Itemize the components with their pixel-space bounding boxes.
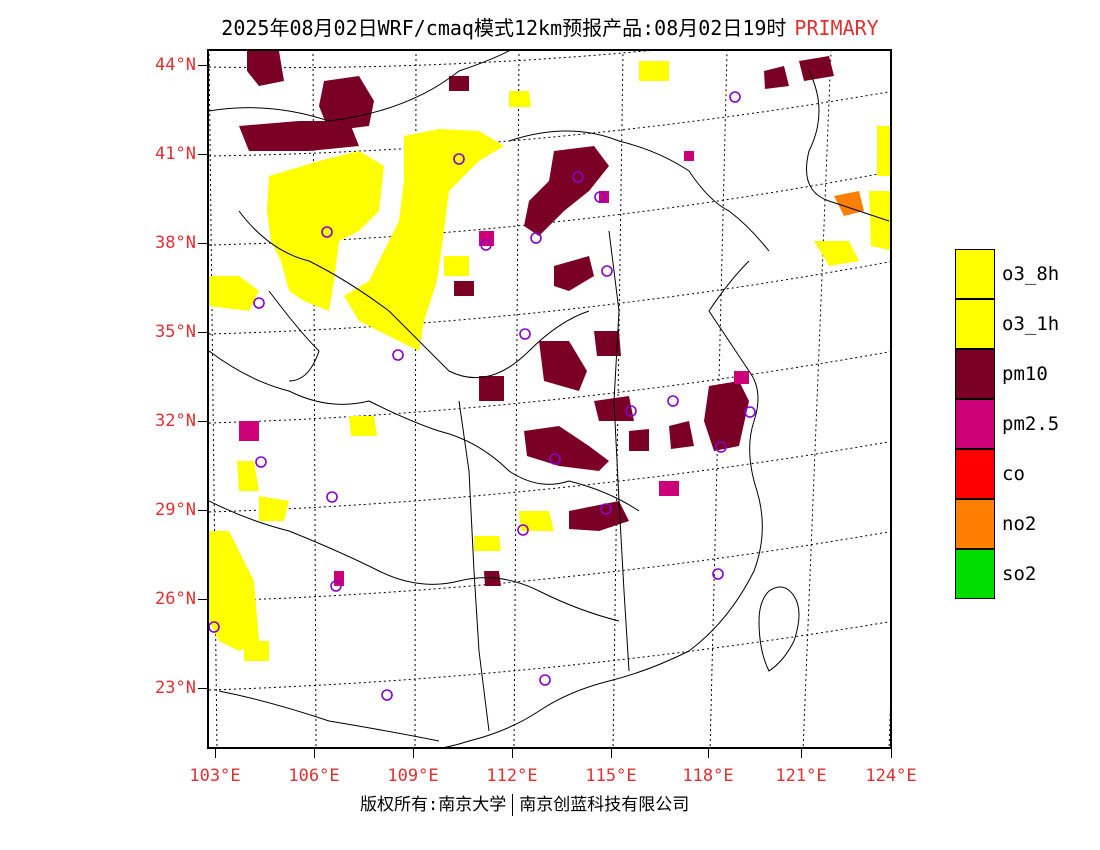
legend-item-co: co (955, 449, 1100, 499)
lat-tick (198, 421, 207, 422)
legend-label: o3_1h (1002, 313, 1060, 335)
footer-left: 版权所有:南京大学 (360, 795, 507, 815)
legend-swatch (955, 349, 995, 399)
map-canvas (209, 51, 890, 747)
site-marker (530, 232, 542, 244)
lon-tick (512, 749, 513, 758)
lat-label-38: 38°N (155, 233, 196, 253)
site-marker (480, 239, 492, 251)
lon-label-118: 118°E (682, 766, 734, 786)
lat-label-35: 35°N (155, 322, 196, 342)
site-marker (729, 91, 741, 103)
site-marker (667, 395, 679, 407)
site-marker (255, 456, 267, 468)
site-marker (715, 441, 727, 453)
lat-tick (198, 599, 207, 600)
lon-tick (413, 749, 414, 758)
site-marker (625, 405, 637, 417)
lon-tick (708, 749, 709, 758)
lon-label-124: 124°E (865, 766, 917, 786)
site-marker (594, 191, 606, 203)
site-marker (517, 524, 529, 536)
legend-item-pm10: pm10 (955, 349, 1100, 399)
title-primary-tag: PRIMARY (794, 16, 879, 40)
legend-item-no2: no2 (955, 499, 1100, 549)
lon-tick (314, 749, 315, 758)
lon-tick (801, 749, 802, 758)
footer-separator (512, 794, 514, 816)
footer-right: 南京创蓝科技有限公司 (519, 795, 690, 815)
site-marker (453, 153, 465, 165)
pm25-regions (239, 151, 749, 586)
copyright-footer: 版权所有:南京大学 南京创蓝科技有限公司 (360, 790, 689, 816)
site-marker (572, 171, 584, 183)
legend-swatch (955, 549, 995, 599)
map-panel[interactable] (207, 49, 892, 749)
lat-label-41: 41°N (155, 144, 196, 164)
lon-label-103: 103°E (189, 766, 241, 786)
legend-item-o3-1h: o3_1h (955, 299, 1100, 349)
site-marker (519, 328, 531, 340)
site-marker (392, 349, 404, 361)
o3-regions (209, 61, 890, 661)
legend-item-so2: so2 (955, 549, 1100, 599)
site-marker (549, 453, 561, 465)
site-marker (539, 674, 551, 686)
site-marker (600, 503, 612, 515)
boundaries (209, 51, 890, 747)
lat-tick (198, 154, 207, 155)
lat-tick (198, 332, 207, 333)
legend-label: pm10 (1002, 363, 1048, 385)
lat-label-44: 44°N (155, 55, 196, 75)
site-marker (601, 265, 613, 277)
legend-label: o3_8h (1002, 263, 1060, 285)
site-marker (330, 580, 342, 592)
map-title: 2025年08月02日WRF/cmaq模式12km预报产品:08月02日19时 P… (0, 12, 1100, 41)
lat-label-32: 32°N (155, 411, 196, 431)
site-marker (381, 689, 393, 701)
lat-label-29: 29°N (155, 500, 196, 520)
pm10-regions (239, 51, 834, 586)
site-marker (744, 406, 756, 418)
legend-swatch (955, 449, 995, 499)
lon-tick (891, 749, 892, 758)
legend-swatch (955, 299, 995, 349)
lon-tick (215, 749, 216, 758)
legend-label: no2 (1002, 513, 1037, 535)
legend-swatch (955, 249, 995, 299)
legend-item-o3-8h: o3_8h (955, 249, 1100, 299)
site-marker (712, 568, 724, 580)
lon-tick (611, 749, 612, 758)
lat-tick (198, 510, 207, 511)
site-markers (209, 91, 756, 701)
site-marker (209, 621, 220, 633)
legend-label: pm2.5 (1002, 413, 1060, 435)
site-marker (253, 297, 265, 309)
lon-label-109: 109°E (387, 766, 439, 786)
lon-label-112: 112°E (486, 766, 538, 786)
lat-tick (198, 243, 207, 244)
lat-label-23: 23°N (155, 678, 196, 698)
site-marker (321, 226, 333, 238)
legend-label: so2 (1002, 563, 1037, 585)
legend-swatch (955, 399, 995, 449)
lon-label-106: 106°E (288, 766, 340, 786)
legend-swatch (955, 499, 995, 549)
lat-label-26: 26°N (155, 589, 196, 609)
lon-label-121: 121°E (775, 766, 827, 786)
title-main: 2025年08月02日WRF/cmaq模式12km预报产品:08月02日19时 (221, 16, 787, 40)
site-marker (326, 491, 338, 503)
legend-label: co (1002, 463, 1025, 485)
lon-label-115: 115°E (585, 766, 637, 786)
lat-tick (198, 688, 207, 689)
lat-tick (198, 65, 207, 66)
legend-item-pm25: pm2.5 (955, 399, 1100, 449)
no2-region (834, 191, 864, 216)
